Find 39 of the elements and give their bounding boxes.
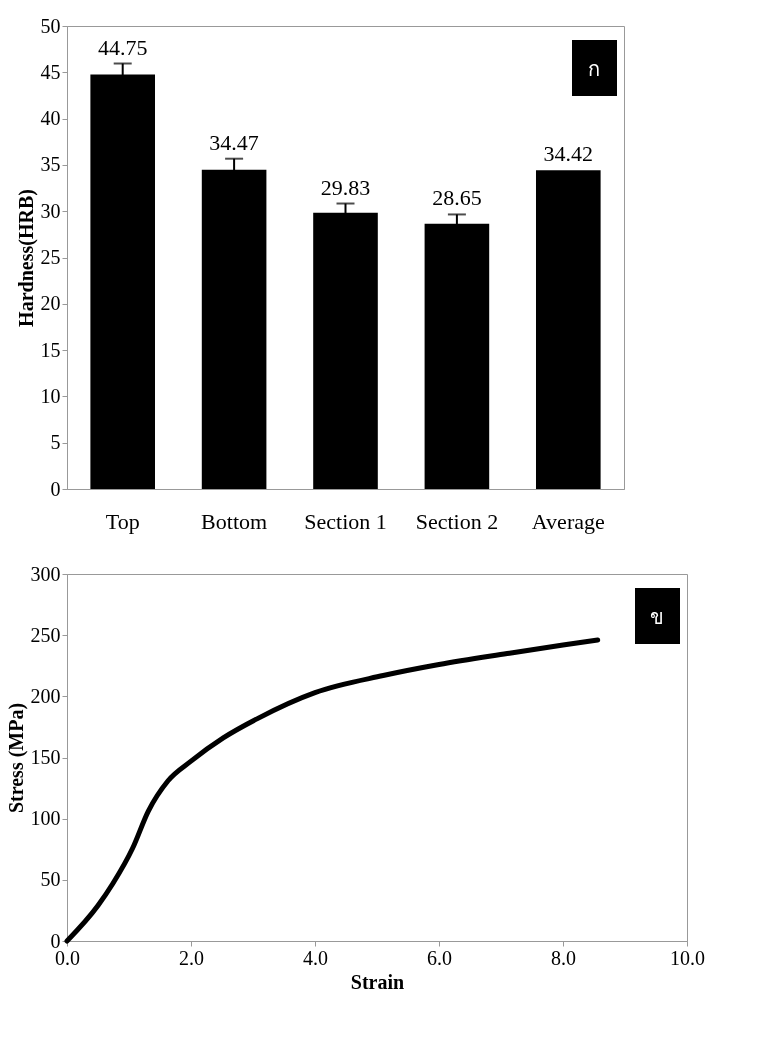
data-label: 44.75 <box>97 34 148 60</box>
y-tick-label: 200 <box>30 684 61 707</box>
x-tick-label: Bottom <box>201 508 268 534</box>
y-tick-label: 50 <box>40 868 61 891</box>
y-tick-label: 45 <box>40 60 61 83</box>
y-tick-label: 25 <box>40 246 61 268</box>
y-tick-label: 300 <box>30 562 61 585</box>
x-tick-label: Top <box>105 508 140 534</box>
x-tick-label: 6.0 <box>427 946 452 969</box>
data-label: 34.42 <box>543 141 594 167</box>
data-label: 28.65 <box>432 185 482 211</box>
y-tick-label: 40 <box>40 107 61 130</box>
bar <box>535 170 601 489</box>
data-label: 29.83 <box>320 174 371 200</box>
y-tick-label: 50 <box>40 14 61 37</box>
annotation: ก <box>588 57 600 81</box>
y-tick-label: 15 <box>40 338 61 361</box>
x-tick-label: Section 1 <box>304 508 387 534</box>
y-tick-label: 0 <box>50 477 61 500</box>
data-label: 34.47 <box>209 129 259 155</box>
annotation: ข <box>650 605 664 629</box>
y-tick-label: 30 <box>40 199 61 222</box>
y-tick-label: 150 <box>30 746 61 768</box>
y-tick-label: 100 <box>30 807 61 830</box>
x-tick-label: 2.0 <box>179 946 204 969</box>
y-tick-label: 5 <box>50 431 61 454</box>
y-tick-label: 20 <box>40 292 61 315</box>
x-tick-label: 10.0 <box>670 946 705 969</box>
x-tick-label: 4.0 <box>303 946 328 969</box>
y-tick-label: 10 <box>40 384 61 407</box>
x-tick-label: Average <box>531 508 605 534</box>
y-tick-label: 35 <box>40 153 61 176</box>
y-axis-title: Hardness(HRB) <box>14 189 38 327</box>
x-axis-title: Strain <box>350 970 405 993</box>
y-tick-label: 250 <box>30 623 61 646</box>
x-tick-label: 8.0 <box>551 946 576 969</box>
y-tick-label: 0 <box>50 929 61 952</box>
y-axis-title: Stress (MPa) <box>4 702 28 814</box>
x-tick-label: Section 2 <box>415 508 499 534</box>
